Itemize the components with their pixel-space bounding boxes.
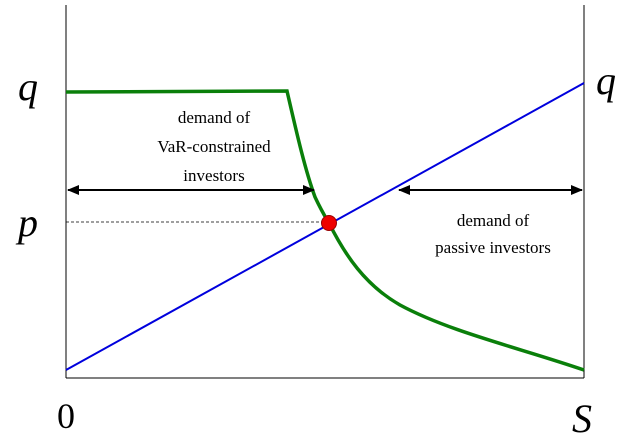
annotation: passive investors (435, 238, 551, 257)
equilibrium-point (321, 215, 337, 231)
supply-label: S (572, 396, 592, 441)
price-label: q (18, 64, 38, 109)
price-label: p (15, 200, 38, 245)
annotation: demand of (178, 108, 251, 127)
var-demand-curve (65, 89, 585, 372)
annotation: demand of (457, 211, 530, 230)
price-label: q (596, 58, 616, 103)
origin-label: 0 (57, 396, 75, 436)
annotation: investors (183, 166, 244, 185)
annotation: VaR-constrained (157, 137, 271, 156)
